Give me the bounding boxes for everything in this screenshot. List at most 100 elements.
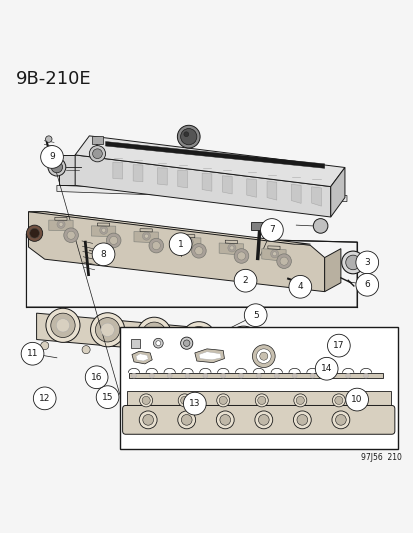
Circle shape [102, 228, 105, 232]
Circle shape [131, 373, 136, 378]
Circle shape [180, 397, 188, 405]
Text: 15: 15 [102, 393, 113, 402]
Circle shape [252, 345, 275, 368]
Polygon shape [135, 354, 148, 361]
Circle shape [206, 358, 214, 366]
Circle shape [288, 366, 297, 374]
Polygon shape [28, 212, 310, 244]
Text: 5: 5 [252, 311, 258, 320]
Polygon shape [266, 181, 276, 200]
Circle shape [40, 342, 49, 350]
Circle shape [85, 366, 108, 389]
Circle shape [332, 394, 344, 407]
Polygon shape [134, 231, 158, 243]
Circle shape [183, 340, 190, 346]
Text: 9: 9 [49, 152, 55, 161]
Polygon shape [176, 237, 200, 249]
Circle shape [216, 411, 234, 429]
Circle shape [257, 397, 265, 405]
Circle shape [327, 373, 332, 378]
Circle shape [167, 373, 172, 378]
Circle shape [355, 273, 378, 296]
Circle shape [334, 397, 342, 405]
Circle shape [100, 226, 107, 235]
Circle shape [142, 322, 166, 346]
Circle shape [109, 236, 117, 245]
Circle shape [186, 327, 211, 351]
Circle shape [301, 281, 308, 288]
Circle shape [187, 240, 191, 244]
Polygon shape [198, 352, 221, 360]
Circle shape [195, 247, 202, 255]
Text: 12: 12 [39, 394, 50, 403]
Circle shape [341, 251, 363, 274]
Text: 16: 16 [91, 373, 102, 382]
Circle shape [180, 337, 192, 349]
Text: 13: 13 [189, 399, 200, 408]
Circle shape [147, 328, 161, 341]
Circle shape [82, 345, 90, 354]
Text: 1: 1 [177, 240, 183, 249]
Circle shape [57, 220, 65, 228]
Polygon shape [246, 179, 256, 197]
Circle shape [327, 334, 349, 357]
Polygon shape [97, 223, 109, 226]
FancyBboxPatch shape [122, 406, 394, 434]
Circle shape [40, 146, 63, 168]
Text: 8: 8 [100, 250, 106, 259]
Circle shape [288, 276, 311, 298]
Circle shape [169, 233, 192, 255]
Circle shape [296, 415, 307, 425]
FancyBboxPatch shape [131, 338, 140, 348]
Polygon shape [222, 176, 232, 194]
Polygon shape [28, 212, 324, 292]
Polygon shape [36, 313, 332, 366]
Polygon shape [195, 349, 224, 362]
Circle shape [149, 373, 154, 378]
Circle shape [331, 411, 349, 429]
Circle shape [26, 225, 43, 241]
FancyBboxPatch shape [126, 391, 390, 410]
Circle shape [279, 257, 287, 265]
Circle shape [237, 252, 245, 260]
Circle shape [256, 373, 261, 378]
Circle shape [255, 394, 268, 407]
Text: 97J56  210: 97J56 210 [360, 453, 401, 462]
Circle shape [142, 415, 153, 425]
FancyBboxPatch shape [250, 222, 264, 230]
Circle shape [272, 252, 276, 256]
Circle shape [90, 313, 124, 347]
Circle shape [123, 350, 131, 358]
Circle shape [226, 326, 260, 360]
Circle shape [30, 228, 39, 238]
Circle shape [315, 358, 337, 380]
Circle shape [259, 352, 267, 360]
Polygon shape [55, 217, 67, 220]
Circle shape [185, 373, 190, 378]
Circle shape [229, 246, 233, 250]
Circle shape [254, 411, 272, 429]
Circle shape [89, 146, 105, 162]
Text: 14: 14 [320, 364, 332, 373]
Circle shape [345, 373, 350, 378]
Circle shape [56, 319, 69, 332]
Circle shape [64, 228, 78, 243]
Polygon shape [218, 243, 243, 255]
Circle shape [181, 322, 216, 356]
Circle shape [178, 394, 191, 407]
Circle shape [149, 238, 163, 253]
Circle shape [281, 341, 294, 354]
Polygon shape [177, 170, 187, 188]
Circle shape [345, 388, 368, 411]
Circle shape [292, 373, 297, 378]
Circle shape [274, 373, 278, 378]
Circle shape [51, 161, 62, 173]
Circle shape [244, 304, 266, 327]
Circle shape [51, 313, 75, 337]
Text: 11: 11 [27, 349, 38, 358]
Polygon shape [132, 351, 152, 364]
Polygon shape [57, 185, 346, 201]
Circle shape [101, 323, 114, 336]
Polygon shape [202, 173, 211, 191]
Circle shape [96, 386, 119, 408]
